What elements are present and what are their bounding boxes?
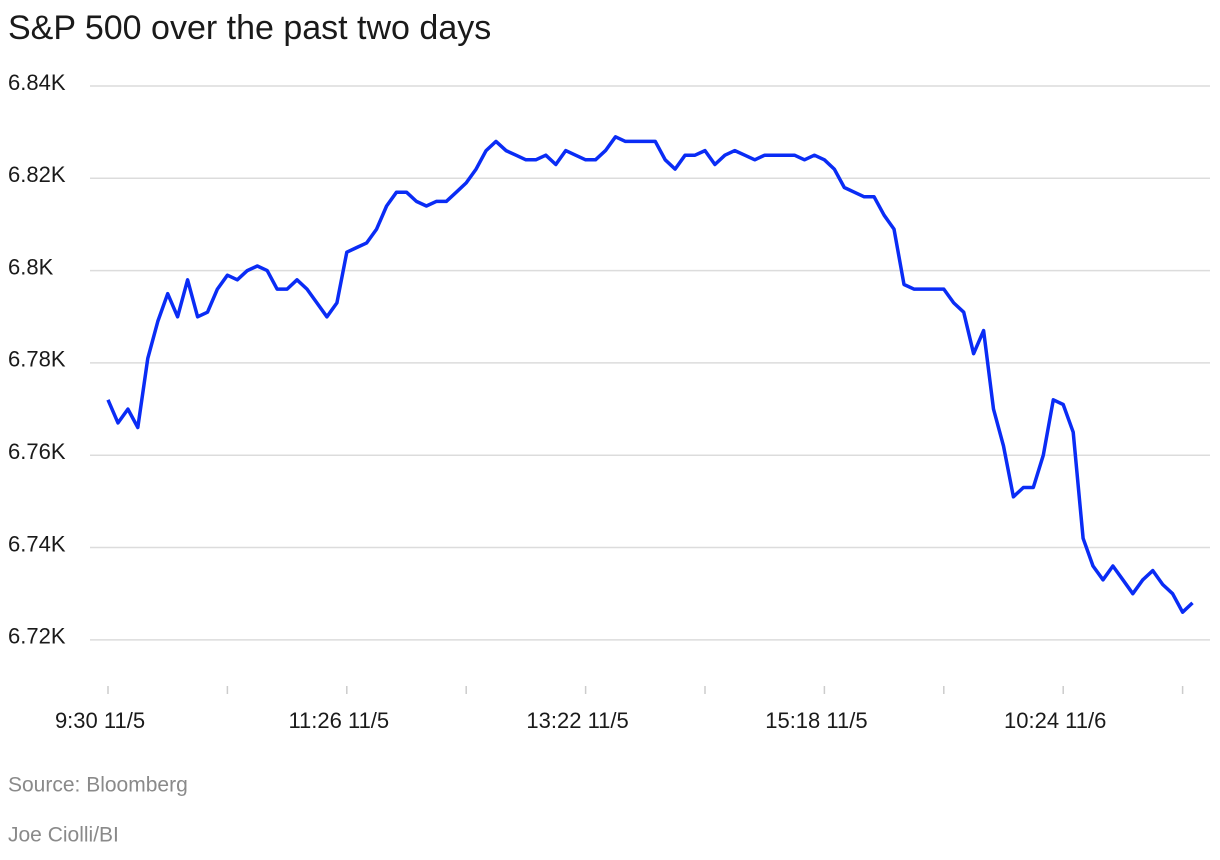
y-tick-label: 6.74K <box>8 531 66 556</box>
x-tick-label: 15:18 11/5 <box>765 708 867 733</box>
source: Source: Bloomberg <box>8 774 188 797</box>
x-tick-label: 10:24 11/6 <box>1004 708 1106 733</box>
line <box>106 135 1194 614</box>
credit: Joe Ciolli/BI <box>8 824 119 847</box>
y-tick-label: 6.82K <box>8 162 66 187</box>
x-tick-label: 13:22 11/5 <box>526 708 628 733</box>
x-tick-label: 11:26 11/5 <box>288 708 389 733</box>
y-tick-label: 6.8K <box>8 254 54 279</box>
chart-title: S&P 500 over the past two days <box>8 9 491 47</box>
x-tick-label: 9:30 11/5 <box>55 708 145 733</box>
y-tick-label: 6.78K <box>8 347 66 372</box>
y-tick-label: 6.72K <box>8 624 66 649</box>
y-tick-label: 6.84K <box>8 70 66 95</box>
y-tick-label: 6.76K <box>8 439 66 464</box>
